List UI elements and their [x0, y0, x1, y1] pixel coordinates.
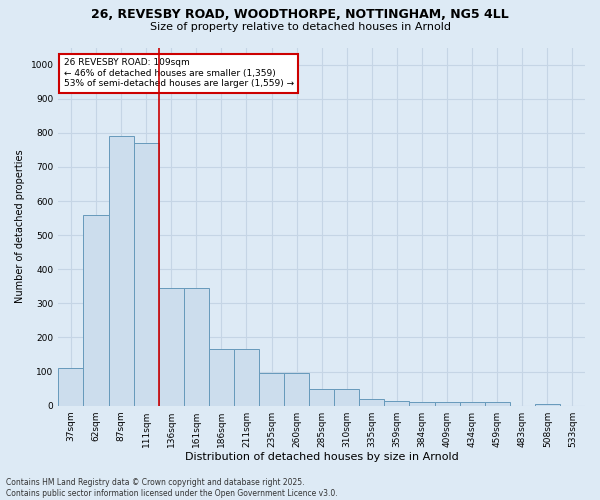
Bar — [485, 402, 510, 406]
Bar — [58, 368, 83, 406]
Bar — [284, 374, 309, 406]
Bar — [134, 143, 159, 406]
Bar — [259, 374, 284, 406]
Bar — [184, 288, 209, 406]
Bar — [359, 399, 385, 406]
Bar — [109, 136, 134, 406]
Bar — [83, 214, 109, 406]
X-axis label: Distribution of detached houses by size in Arnold: Distribution of detached houses by size … — [185, 452, 458, 462]
Text: 26, REVESBY ROAD, WOODTHORPE, NOTTINGHAM, NG5 4LL: 26, REVESBY ROAD, WOODTHORPE, NOTTINGHAM… — [91, 8, 509, 20]
Bar — [334, 388, 359, 406]
Text: 26 REVESBY ROAD: 109sqm
← 46% of detached houses are smaller (1,359)
53% of semi: 26 REVESBY ROAD: 109sqm ← 46% of detache… — [64, 58, 294, 88]
Y-axis label: Number of detached properties: Number of detached properties — [15, 150, 25, 304]
Bar — [385, 400, 409, 406]
Bar — [159, 288, 184, 406]
Text: Size of property relative to detached houses in Arnold: Size of property relative to detached ho… — [149, 22, 451, 32]
Bar — [309, 388, 334, 406]
Bar — [234, 350, 259, 406]
Bar — [409, 402, 434, 406]
Text: Contains HM Land Registry data © Crown copyright and database right 2025.
Contai: Contains HM Land Registry data © Crown c… — [6, 478, 338, 498]
Bar — [434, 402, 460, 406]
Bar — [209, 350, 234, 406]
Bar — [535, 404, 560, 406]
Bar — [460, 402, 485, 406]
